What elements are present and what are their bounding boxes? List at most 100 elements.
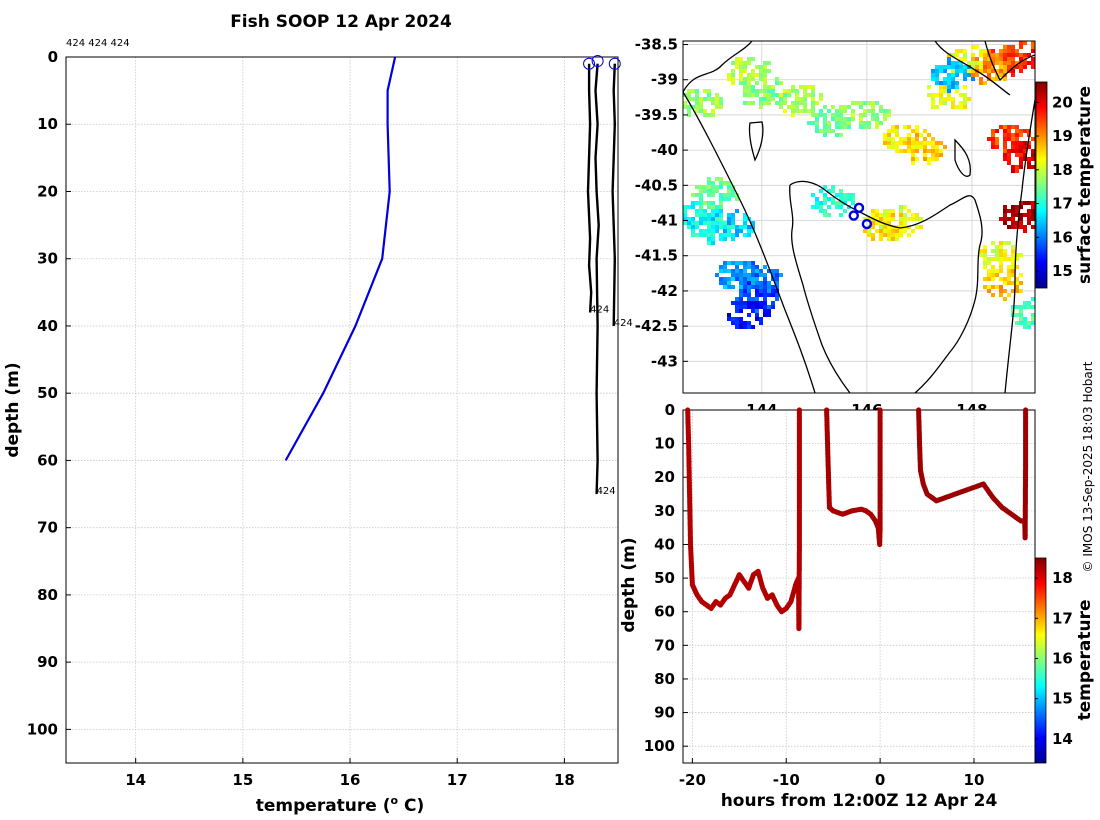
sst-pixel [723, 221, 727, 225]
sst-pixel [763, 301, 767, 305]
sst-pixel [1015, 305, 1019, 309]
sst-pixel [703, 97, 707, 101]
sst-pixel [743, 225, 747, 229]
sst-pixel [751, 73, 755, 77]
sst-pixel [707, 89, 711, 93]
sst-pixel [1031, 41, 1035, 45]
sst-pixel [911, 157, 915, 161]
sst-pixel [719, 185, 723, 189]
sst-pixel [783, 97, 787, 101]
sst-pixel [923, 145, 927, 149]
sst-pixel [931, 149, 935, 153]
map-ytick-label: -41.5 [635, 247, 678, 265]
sst-pixel [803, 85, 807, 89]
sst-pixel [975, 45, 979, 49]
sst-pixel [983, 69, 987, 73]
sst-pixel [759, 281, 763, 285]
sst-pixel [1015, 141, 1019, 145]
sst-pixel [863, 125, 867, 129]
sst-pixel [871, 213, 875, 217]
sst-pixel [759, 273, 763, 277]
sst-pixel [751, 85, 755, 89]
sst-pixel [875, 101, 879, 105]
sst-pixel [995, 53, 999, 57]
sst-pixel [819, 109, 823, 113]
sst-pixel [935, 141, 939, 145]
sst-pixel [727, 217, 731, 221]
sst-pixel [775, 297, 779, 301]
profile-xlabel-end: C) [398, 796, 424, 816]
sst-pixel [991, 53, 995, 57]
sst-pixel [831, 189, 835, 193]
sst-pixel [843, 105, 847, 109]
sst-pixel [1027, 209, 1031, 213]
sst-pixel [735, 233, 739, 237]
sst-pixel [871, 221, 875, 225]
sst-pixel [751, 285, 755, 289]
sst-pixel [999, 73, 1003, 77]
sst-pixel [707, 213, 711, 217]
sst-pixel [715, 177, 719, 181]
sst-pixel [995, 69, 999, 73]
sst-pixel [1007, 61, 1011, 65]
sst-pixel [763, 313, 767, 317]
sst-pixel [739, 293, 743, 297]
sst-pixel [831, 201, 835, 205]
sst-pixel [991, 49, 995, 53]
sst-pixel [1031, 297, 1035, 301]
sst-pixel [711, 109, 715, 113]
sst-pixel [851, 109, 855, 113]
sst-pixel [987, 289, 991, 293]
sst-pixel [791, 89, 795, 93]
sst-pixel [911, 141, 915, 145]
sst-pixel [879, 217, 883, 221]
sst-pixel [739, 57, 743, 61]
sst-pixel [1007, 273, 1011, 277]
sst-pixel [939, 69, 943, 73]
sst-pixel [863, 121, 867, 125]
sst-pixel [791, 113, 795, 117]
sst-pixel [723, 269, 727, 273]
sst-pixel [939, 149, 943, 153]
profile-ytick-label: 60 [37, 451, 58, 469]
sst-pixel [783, 93, 787, 97]
sst-pixel [819, 201, 823, 205]
sst-pixel [755, 269, 759, 273]
sst-pixel [1015, 285, 1019, 289]
sst-pixel [1031, 217, 1035, 221]
sst-pixel [891, 237, 895, 241]
sst-pixel [735, 317, 739, 321]
sst-pixel [707, 93, 711, 97]
sst-pixel [747, 281, 751, 285]
sst-pixel [767, 305, 771, 309]
sst-pixel [679, 213, 683, 217]
sst-pixel [827, 213, 831, 217]
sst-pixel [915, 129, 919, 133]
sst-pixel [1031, 153, 1035, 157]
map-track-point [848, 210, 859, 221]
sst-pixel [991, 257, 995, 261]
sst-pixel [991, 141, 995, 145]
sst-pixel [1007, 45, 1011, 49]
sst-pixel [959, 93, 963, 97]
sst-pixel [1003, 137, 1007, 141]
map-colorbar-tick-label: 19 [1052, 127, 1073, 145]
sst-pixel [751, 301, 755, 305]
sst-pixel [1023, 41, 1027, 45]
profile-ytick-label: 0 [48, 48, 58, 66]
sst-pixel [775, 273, 779, 277]
sst-pixel [999, 57, 1003, 61]
sst-pixel [819, 129, 823, 133]
sst-pixel [967, 97, 971, 101]
sst-pixel [735, 261, 739, 265]
sst-pixel [879, 225, 883, 229]
sst-pixel [763, 309, 767, 313]
sst-pixel [695, 213, 699, 217]
sst-pixel [987, 69, 991, 73]
sst-pixel [763, 65, 767, 69]
sst-pixel [747, 57, 751, 61]
sst-pixel [959, 61, 963, 65]
map-track-point [861, 218, 873, 230]
sst-pixel [735, 197, 739, 201]
sst-pixel [1011, 133, 1015, 137]
